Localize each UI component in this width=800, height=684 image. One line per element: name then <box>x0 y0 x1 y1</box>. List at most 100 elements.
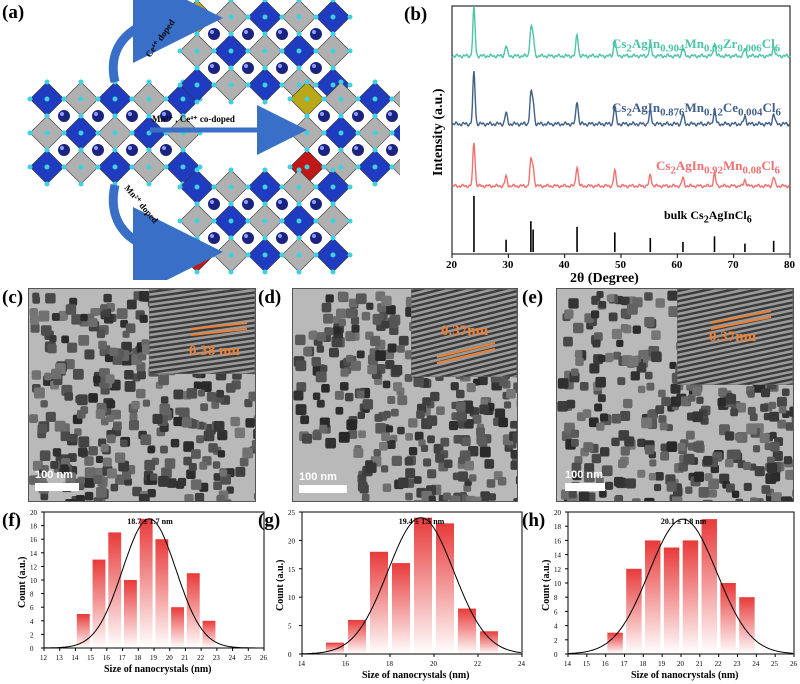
panel-label-d: (d) <box>258 287 282 308</box>
nanocrystal <box>783 456 792 465</box>
atom <box>330 48 336 54</box>
nanocrystal <box>667 290 678 301</box>
arrow-middle-label: Mn²⁺ , Ce⁴⁺ co-doped <box>152 114 235 124</box>
atom <box>194 184 200 190</box>
lattice-fringe <box>149 325 255 355</box>
nanocrystal <box>466 382 476 393</box>
histogram-xtick-label: 17 <box>621 660 629 668</box>
atom <box>313 14 319 20</box>
atom <box>163 96 169 102</box>
nanocrystal <box>590 310 600 319</box>
nanocrystal <box>398 477 409 489</box>
gaussian-fit <box>302 517 521 655</box>
histogram-xtick-label: 19 <box>658 660 666 668</box>
histogram-xtick-label: 23 <box>213 654 221 662</box>
nanocrystal <box>789 406 793 417</box>
nanocrystal <box>370 335 381 347</box>
nanocrystal <box>571 368 579 377</box>
arrow-bottom <box>108 184 223 280</box>
nanocrystal <box>444 459 453 468</box>
atom <box>146 113 152 119</box>
atom <box>321 130 327 136</box>
nanocrystal <box>36 473 47 484</box>
nanocrystal <box>742 461 751 470</box>
lattice-fringe <box>677 333 793 377</box>
nanocrystal <box>65 304 77 315</box>
nanocrystal <box>708 489 717 498</box>
lattice-fringe <box>677 289 793 318</box>
nanocrystal <box>183 456 192 466</box>
nanocrystal <box>513 497 517 501</box>
atom <box>78 113 84 119</box>
atom <box>372 147 378 153</box>
nanocrystal <box>160 396 169 404</box>
nanocrystal <box>366 302 374 310</box>
nanocrystal <box>150 473 158 481</box>
nanocrystal <box>659 422 668 431</box>
lattice-fringe <box>677 338 793 382</box>
nanocrystal <box>746 423 758 435</box>
atom <box>177 48 183 54</box>
nanocrystal <box>725 483 735 493</box>
atom <box>44 113 50 119</box>
nanocrystal <box>769 441 780 452</box>
atom <box>330 235 336 241</box>
cs-atom <box>92 144 104 156</box>
nanocrystal <box>217 450 226 458</box>
histogram-ylabel: Count (a.u.) <box>17 557 28 608</box>
lattice-fringe <box>149 291 255 320</box>
atom <box>129 96 135 102</box>
nanocrystal <box>29 414 38 424</box>
nanocrystal <box>685 486 693 494</box>
nanocrystal <box>110 483 119 492</box>
histogram-ytick-label: 5 <box>288 623 292 631</box>
nanocrystal <box>30 323 40 333</box>
nanocrystal <box>381 320 390 329</box>
panel-label-a: (a) <box>2 2 25 23</box>
histogram-xlabel: Size of nanocrystals (nm) <box>104 664 212 675</box>
atom <box>262 252 268 258</box>
nanocrystal <box>339 382 349 391</box>
nanocrystal <box>750 497 758 501</box>
nanocrystal <box>239 457 249 467</box>
nanocrystal <box>178 407 190 419</box>
nanocrystal <box>584 463 595 474</box>
panel-label-h: (h) <box>522 510 546 531</box>
atom <box>262 269 268 275</box>
nanocrystal <box>718 387 728 397</box>
histogram-xtick-label: 22 <box>474 660 482 668</box>
cs-atom <box>352 110 364 122</box>
nanocrystal <box>203 430 215 442</box>
nanocrystal <box>29 308 38 317</box>
nanocrystal <box>188 462 197 472</box>
nanocrystal <box>80 313 88 322</box>
atom <box>262 0 268 3</box>
atom <box>296 218 302 224</box>
nanocrystal <box>104 354 113 363</box>
nanocrystal <box>356 390 365 399</box>
histogram-xtick-label: 16 <box>602 660 610 668</box>
nanocrystal <box>311 356 321 367</box>
nanocrystal <box>608 312 618 322</box>
nanocrystal <box>397 426 405 435</box>
atom <box>194 99 200 105</box>
arrow-top <box>108 0 223 84</box>
atom <box>330 0 336 3</box>
panel-label-f: (f) <box>2 510 21 531</box>
nanocrystal <box>31 370 42 380</box>
nanocrystal <box>129 412 138 421</box>
scale-text-d: 100 nm <box>299 471 337 483</box>
histogram-ytick-label: 0 <box>554 651 558 659</box>
nanocrystal <box>450 382 459 391</box>
lattice-fringe <box>149 360 255 374</box>
cs-atom <box>386 144 398 156</box>
nanocrystal <box>669 361 677 369</box>
atom <box>95 130 101 136</box>
nanocrystal <box>593 332 603 342</box>
lattice-fringe <box>411 321 517 369</box>
nanocrystal <box>573 322 584 334</box>
histogram-xlabel: Size of nanocrystals (nm) <box>362 670 470 681</box>
atom <box>304 130 310 136</box>
nanocrystal <box>620 410 631 421</box>
nanocrystal <box>41 464 49 473</box>
